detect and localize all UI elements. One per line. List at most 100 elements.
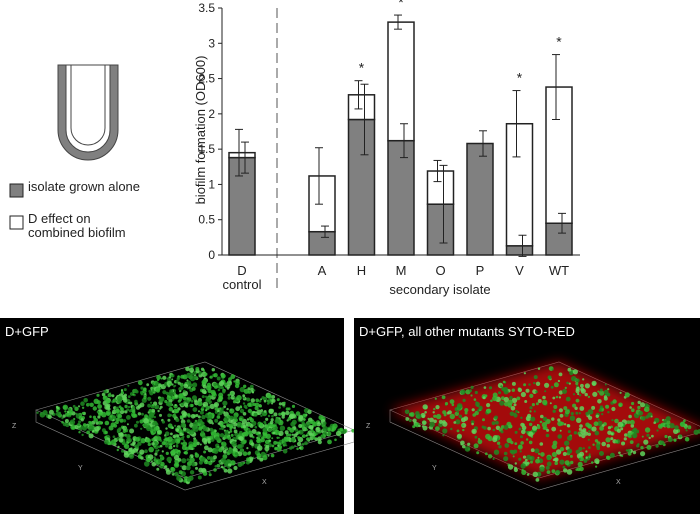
cell [511, 381, 516, 386]
cell [155, 449, 159, 453]
cell [134, 436, 140, 442]
cell [470, 385, 474, 389]
cell [473, 398, 477, 401]
cell [189, 367, 195, 373]
cell [71, 426, 75, 430]
cell [483, 426, 487, 430]
cell [607, 430, 612, 435]
cell [408, 419, 412, 422]
error-bar [394, 14, 402, 30]
cell [577, 392, 580, 396]
cell [580, 387, 585, 392]
cell [134, 444, 140, 449]
cell [592, 382, 596, 386]
cell [520, 416, 523, 419]
cell [243, 404, 247, 409]
cell [544, 382, 550, 388]
cell [687, 425, 692, 430]
cell [236, 421, 242, 427]
cell [305, 425, 309, 428]
cell [168, 407, 173, 412]
cell [239, 386, 245, 393]
cell [178, 393, 184, 399]
cell [143, 418, 149, 424]
cell [464, 446, 471, 452]
cell [61, 421, 64, 424]
cell [140, 456, 144, 460]
cell [176, 475, 182, 481]
cell [291, 404, 296, 408]
cell [249, 439, 253, 443]
cell [453, 421, 457, 424]
cell [545, 433, 550, 438]
cell [246, 418, 250, 421]
cell [533, 410, 536, 413]
cell [151, 408, 156, 413]
axis-letter: X [616, 479, 621, 486]
cell [254, 425, 258, 429]
cell [629, 440, 634, 444]
cell [256, 438, 261, 443]
cell [190, 403, 194, 408]
cell [172, 413, 177, 418]
cell [559, 429, 562, 432]
cell [242, 394, 246, 398]
cell [201, 379, 207, 385]
cell [232, 397, 235, 400]
cell [255, 431, 259, 436]
cell [209, 456, 214, 461]
cell [609, 452, 615, 458]
cell [684, 426, 688, 430]
cell [514, 462, 517, 465]
cell [233, 422, 238, 427]
cell [442, 428, 448, 434]
cell [664, 434, 668, 439]
cell [501, 387, 505, 391]
cell [177, 452, 180, 455]
cell [111, 394, 115, 398]
cell [422, 420, 427, 426]
cell [152, 430, 156, 434]
y-tick-label: 0.5 [198, 213, 215, 227]
cell [122, 419, 127, 423]
cell [595, 414, 599, 418]
cell [460, 389, 466, 395]
cell [551, 368, 554, 371]
cell [214, 465, 218, 468]
cell [575, 381, 579, 386]
cell [175, 418, 180, 422]
cell [200, 367, 205, 371]
cell [593, 421, 599, 427]
cell [101, 411, 107, 418]
cell [240, 441, 243, 444]
cell [597, 390, 600, 393]
cell [588, 430, 591, 433]
cell [150, 401, 153, 404]
cell [174, 471, 179, 477]
cell [535, 390, 538, 394]
cell [126, 423, 129, 426]
cell [129, 401, 133, 405]
cell [599, 390, 605, 396]
cell [161, 441, 166, 446]
volume-edge [389, 410, 700, 491]
cell [585, 456, 588, 459]
cell [551, 469, 556, 474]
cell [178, 470, 183, 475]
cell [146, 438, 152, 443]
cell [588, 453, 591, 456]
cell [617, 421, 624, 428]
cell [563, 468, 568, 473]
cell [197, 401, 203, 407]
cell [435, 413, 442, 420]
cell [539, 442, 544, 446]
cell [538, 472, 542, 475]
cell [490, 399, 493, 403]
cell [130, 443, 133, 446]
cell [119, 409, 125, 415]
cell [504, 401, 509, 407]
cell [271, 437, 274, 440]
cell [169, 443, 173, 447]
x-axis-label: secondary isolate [389, 282, 490, 297]
cell [104, 439, 109, 445]
